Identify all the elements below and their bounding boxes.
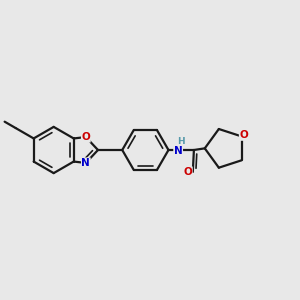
Text: O: O bbox=[82, 132, 90, 142]
Text: N: N bbox=[82, 158, 90, 168]
Text: O: O bbox=[184, 167, 192, 177]
Text: H: H bbox=[177, 136, 185, 146]
Text: O: O bbox=[239, 130, 248, 140]
Text: N: N bbox=[174, 146, 182, 156]
